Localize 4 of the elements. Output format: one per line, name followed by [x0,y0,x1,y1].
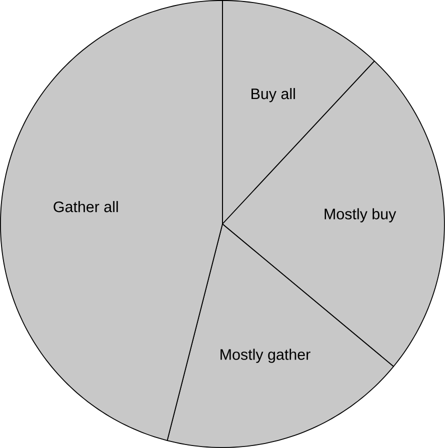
slice-label: Mostly buy [324,208,396,222]
slice-label: Mostly gather [220,348,310,363]
slice-label: Buy all [252,88,295,102]
slice-label: Gather all [54,201,118,212]
